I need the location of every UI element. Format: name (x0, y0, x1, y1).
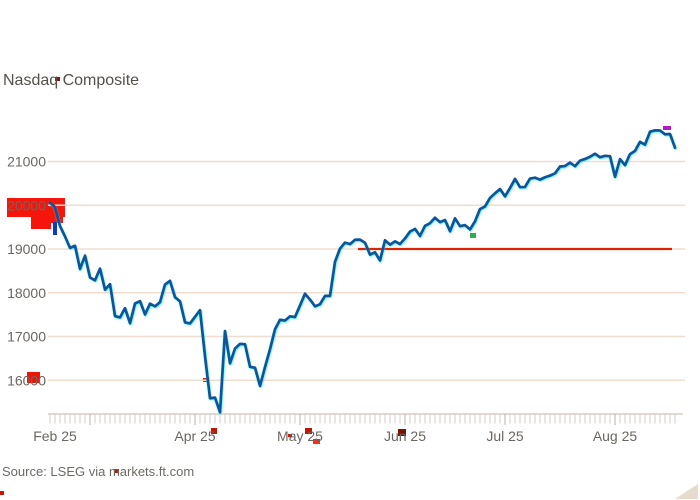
glitch-speck (663, 126, 671, 130)
glitch-speck (398, 429, 406, 436)
glitch-speck (27, 372, 40, 383)
ft-corner-triangle-icon (675, 484, 698, 499)
y-axis-label: 18000 (7, 285, 46, 301)
price-line (48, 128, 677, 414)
glitch-red-block (50, 216, 63, 223)
glitch-speck (288, 434, 292, 437)
glitch-speck (0, 491, 4, 495)
y-axis-label: 21000 (7, 154, 46, 170)
glitch-speck (305, 428, 312, 434)
x-axis-label: Jul 25 (486, 428, 524, 444)
glitch-speck (114, 469, 119, 473)
glitch-speck (211, 428, 217, 434)
glitch-speck (313, 439, 320, 444)
glitch-red-block (31, 217, 51, 229)
glitch-speck (53, 222, 57, 235)
x-axis-label: Jun 25 (384, 428, 426, 444)
y-axis-label: 20000 (7, 197, 46, 213)
x-axis-label: Apr 25 (174, 428, 215, 444)
y-axis-label: 19000 (7, 241, 46, 257)
x-axis-label: May 25 (277, 428, 323, 444)
y-axis-label: 17000 (7, 329, 46, 345)
source-note: Source: LSEG via markets.ft.com (2, 464, 195, 479)
y-axis-label: 16000 (7, 372, 46, 388)
x-axis-label: Feb 25 (33, 428, 77, 444)
glitch-speck (55, 77, 60, 81)
glitch-speck (470, 233, 476, 238)
x-axis-label: Aug 25 (593, 428, 638, 444)
page-title: Nasdaq Composite (3, 72, 140, 89)
